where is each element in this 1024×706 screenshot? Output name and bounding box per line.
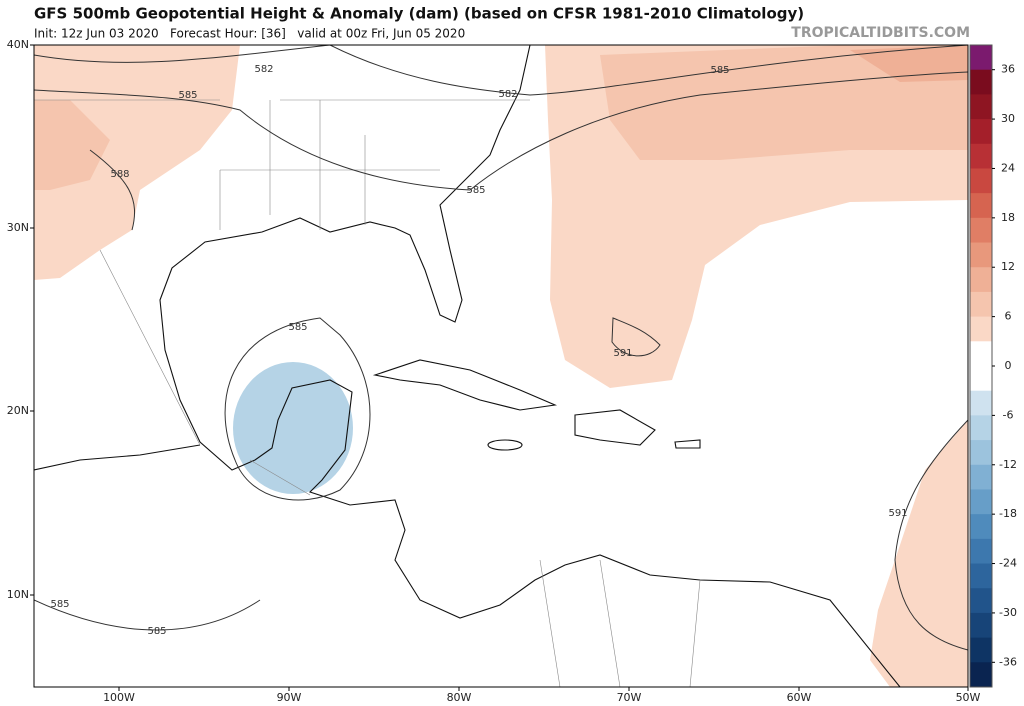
coastline [34, 444, 201, 471]
colorbar-segment [970, 366, 992, 392]
map [33, 44, 969, 688]
contour-label: 585 [710, 65, 729, 76]
positive-anomaly [34, 100, 110, 190]
contour [894, 419, 968, 651]
colorbar-segment [970, 143, 992, 169]
colorbar-segment [970, 291, 992, 318]
colorbar-segment [970, 489, 992, 515]
lon-label: 80W [447, 691, 472, 704]
border [34, 99, 701, 687]
colorbar-segment [970, 390, 992, 416]
colorbar-segment [970, 193, 992, 219]
lat-label: 30N [7, 221, 29, 234]
colorbar-label: -12 [999, 458, 1017, 471]
colorbar-label: 18 [1001, 211, 1015, 224]
contour-label: 588 [110, 169, 129, 180]
negative-anomaly [233, 362, 353, 494]
contour-label: 585 [50, 599, 69, 610]
contour-label: 585 [147, 626, 166, 637]
colorbar-segment [970, 168, 992, 194]
colorbar-segment [970, 612, 992, 639]
contour-label: 585 [466, 185, 485, 196]
colorbar-segment [970, 316, 992, 342]
contour [34, 45, 968, 96]
contour-label: 585 [288, 322, 307, 333]
contour [34, 71, 968, 191]
cuba [372, 359, 558, 411]
colorbar-segment [970, 45, 992, 71]
positive-anomaly [870, 420, 968, 687]
colorbar-segment [970, 119, 992, 145]
colorbar-segment [970, 217, 992, 244]
colorbar-label: -30 [999, 606, 1017, 619]
colorbar-label: 30 [1001, 112, 1015, 125]
colorbar-segment [970, 563, 992, 589]
colorbar-segment [970, 94, 992, 120]
lon-label: 90W [277, 691, 302, 704]
colorbar-label: -36 [999, 655, 1017, 668]
colorbar-segment [970, 637, 992, 663]
jamaica [487, 439, 523, 451]
lat-label: 40N [7, 38, 29, 51]
colorbar-label: 6 [1005, 310, 1012, 323]
lon-label: 70W [617, 691, 642, 704]
lon-label: 50W [956, 691, 981, 704]
colorbar-segment [970, 662, 992, 688]
lon-label: 60W [787, 691, 812, 704]
colorbar-label: -24 [999, 557, 1017, 570]
colorbar-segment [970, 69, 992, 95]
contour [224, 317, 371, 501]
colorbar-label: 24 [1001, 161, 1015, 174]
watermark: TROPICALTIDBITS.COM [791, 25, 970, 41]
colorbar-label: 12 [1001, 260, 1015, 273]
contour-label: 582 [254, 64, 273, 75]
contour [89, 149, 136, 231]
lat-label: 10N [7, 588, 29, 601]
contour [611, 317, 661, 357]
colorbar-label: -18 [999, 507, 1017, 520]
colorbar-segment [970, 514, 992, 540]
lon-label: 100W [103, 691, 135, 704]
colorbar-segment [970, 267, 992, 293]
contour [34, 599, 261, 631]
positive-anomaly [850, 45, 968, 82]
colorbar-segment [970, 341, 992, 367]
hispaniola [574, 409, 656, 446]
contour-label: 582 [498, 89, 517, 100]
colorbar-segment [970, 538, 992, 565]
colorbar-segment [970, 415, 992, 441]
title: GFS 500mb Geopotential Height & Anomaly … [34, 5, 804, 23]
puerto-rico [674, 439, 701, 449]
colorbar-segment [970, 242, 992, 268]
contour-label: 585 [178, 90, 197, 101]
subtitle: Init: 12z Jun 03 2020 Forecast Hour: [36… [34, 27, 465, 41]
coastline [159, 45, 901, 687]
map-frame [33, 44, 969, 688]
lat-label: 20N [7, 404, 29, 417]
positive-anomaly [600, 45, 968, 160]
contour-label: 591 [888, 508, 907, 519]
colorbar-label: 0 [1005, 359, 1012, 372]
colorbar-segment [970, 440, 992, 466]
colorbar-segment [970, 464, 992, 490]
positive-anomaly [34, 45, 240, 280]
colorbar-label: -6 [1003, 408, 1014, 421]
colorbar-segment [970, 588, 992, 614]
colorbar-label: 36 [1001, 63, 1015, 76]
contour-label: 591 [613, 348, 632, 359]
